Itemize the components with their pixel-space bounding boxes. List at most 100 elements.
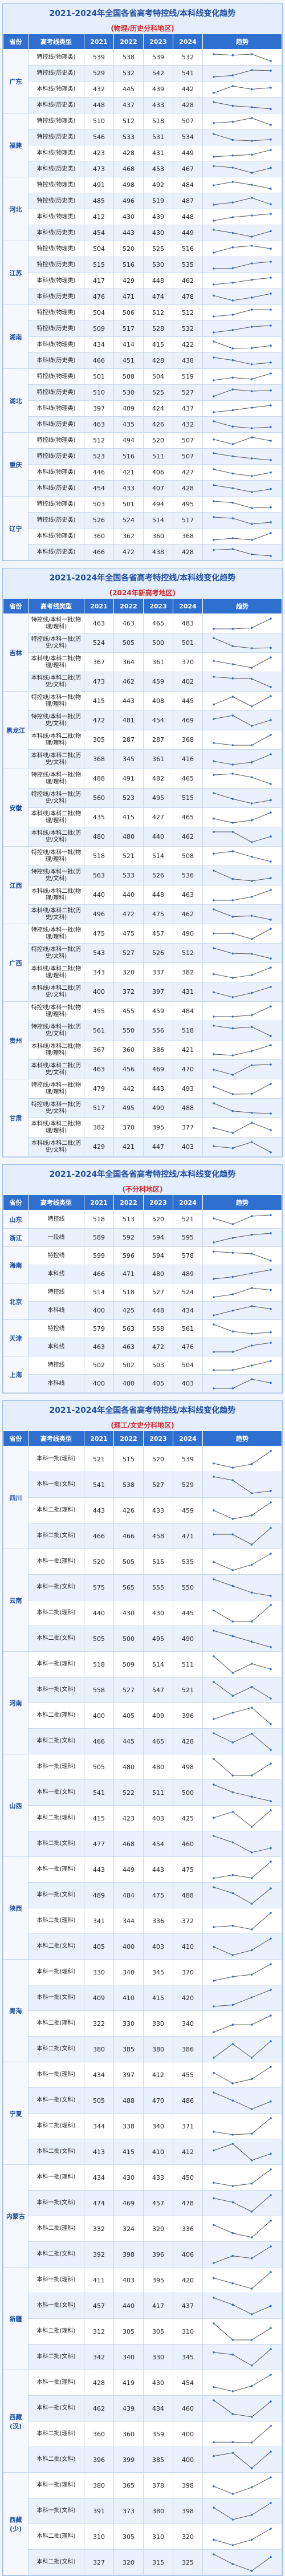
data-table: 省份 高考线类型 2021 2022 2023 2024 趋势 广东 特控线(物理类) 539 53… [3, 34, 282, 560]
trend-point [250, 2364, 253, 2367]
trend-cell [202, 209, 282, 225]
trend-cell [202, 2395, 282, 2421]
line-type-cell: 特控线(物理类) [28, 113, 84, 129]
trend-line [214, 1527, 271, 1545]
trend-point [213, 1024, 215, 1027]
trend-point [270, 799, 272, 801]
trend-point [231, 2518, 234, 2521]
table-row: 本科线 466 471 480 489 [3, 1265, 282, 1283]
trend-point [231, 2544, 234, 2546]
score-cell: 432 [84, 81, 114, 97]
data-table: 省份 高考线类型 2021 2022 2023 2024 趋势 四川 本科一批(理科) 521 51… [3, 1431, 282, 2575]
trend-line [213, 812, 271, 823]
score-cell: 403 [173, 1137, 203, 1157]
score-cell: 434 [84, 2062, 114, 2088]
trend-point [231, 2492, 234, 2495]
trend-cell [202, 1059, 282, 1079]
line-type-cell: 本科一批(文科) [28, 1779, 84, 1806]
sparkline [213, 1501, 272, 1520]
score-cell: 466 [84, 1265, 114, 1283]
section-subtitle: (不分科地区) [3, 1184, 282, 1194]
score-cell: 490 [173, 1626, 203, 1652]
trend-point [270, 1937, 272, 1940]
sparkline [213, 830, 272, 843]
score-cell: 474 [143, 289, 173, 305]
trend-cell [202, 544, 282, 560]
column-header: 2024 [173, 1194, 203, 1210]
trend-point [250, 2132, 253, 2135]
trend-point [270, 1501, 272, 1504]
score-cell: 417 [143, 2293, 173, 2319]
province-cell: 西藏(少) [3, 2472, 28, 2575]
trend-cell [202, 1446, 282, 1472]
trend-point [270, 1847, 272, 1849]
trend-point [270, 811, 272, 814]
score-cell: 340 [113, 1959, 144, 1985]
table-row: 本科一批(文科) 409 410 415 420 [3, 1985, 282, 2011]
table-row: 本科二批(文科) 466 445 465 428 [3, 1728, 282, 1754]
trend-point [213, 627, 215, 630]
sparkline [213, 1063, 272, 1076]
trend-line [213, 325, 271, 332]
table-row: 特控线/本科一批(历史/文科) 561 550 556 518 [3, 1021, 282, 1041]
trend-point [231, 1027, 234, 1029]
trend-cell [202, 2344, 282, 2370]
score-cell: 455 [173, 2062, 203, 2088]
table-row: 特控线/本科一批(历史/文科) 563 533 526 536 [3, 866, 282, 885]
score-cell: 443 [113, 225, 144, 241]
column-header: 省份 [3, 1431, 28, 1447]
score-cell: 510 [84, 384, 114, 401]
trend-point [270, 2100, 272, 2103]
trend-point [213, 2056, 215, 2059]
score-cell: 443 [143, 1079, 173, 1099]
province-cell: 贵州 [3, 1001, 28, 1079]
trend-cell [202, 2241, 282, 2268]
sparkline [213, 1102, 272, 1115]
score-cell: 496 [113, 193, 144, 209]
trend-point [231, 517, 234, 519]
score-cell: 426 [143, 416, 173, 433]
trend-point [231, 830, 234, 833]
score-cell: 455 [113, 1001, 144, 1021]
sparkline [213, 811, 272, 824]
score-cell: 400 [113, 1374, 144, 1393]
trend-cell [202, 730, 282, 750]
table-row: 本科线/本科二批(物理/理科) 382 370 395 377 [3, 1118, 282, 1137]
trend-point [250, 325, 253, 328]
line-type-cell: 本科一批(文科) [28, 1985, 84, 2011]
score-cell: 415 [84, 1805, 114, 1831]
trend-point [270, 2326, 272, 2329]
trend-cell [202, 613, 282, 633]
trend-point [270, 324, 272, 327]
score-cell: 529 [84, 65, 114, 82]
table-row: 特控线(历史类) 529 532 542 541 [3, 65, 282, 82]
sparkline [213, 927, 272, 940]
trend-point [270, 733, 272, 736]
score-cell: 399 [113, 2447, 144, 2473]
score-cell: 411 [84, 2267, 114, 2293]
trend-line [213, 754, 271, 765]
trend-point [270, 1307, 272, 1310]
score-cell: 460 [173, 1831, 203, 1857]
trend-cell [202, 1472, 282, 1498]
column-header: 高考线类型 [28, 1431, 84, 1447]
trend-cell [202, 2062, 282, 2088]
trend-point [270, 2245, 272, 2248]
score-cell: 495 [143, 1626, 173, 1652]
score-cell: 340 [143, 2113, 173, 2139]
line-type-cell: 特控线/本科一批(历史/文科) [28, 943, 84, 963]
score-cell: 503 [143, 1356, 173, 1375]
score-cell: 420 [173, 1985, 203, 2011]
trend-line [213, 1122, 271, 1133]
score-cell: 538 [113, 1472, 144, 1498]
line-type-cell: 特控线(物理类) [28, 368, 84, 385]
trend-cell [202, 1779, 282, 1806]
trend-point [213, 1578, 215, 1580]
column-header: 2023 [143, 1431, 173, 1447]
trend-line [213, 1604, 271, 1622]
score-cell: 345 [173, 2344, 203, 2370]
table-row: 特控线(历史类) 509 517 528 532 [3, 320, 282, 337]
section-title: 2021-2024年全国各省高考特控线/本科线变化趋势 [3, 1165, 282, 1184]
score-cell: 509 [113, 1651, 144, 1677]
score-cell: 515 [143, 1549, 173, 1575]
